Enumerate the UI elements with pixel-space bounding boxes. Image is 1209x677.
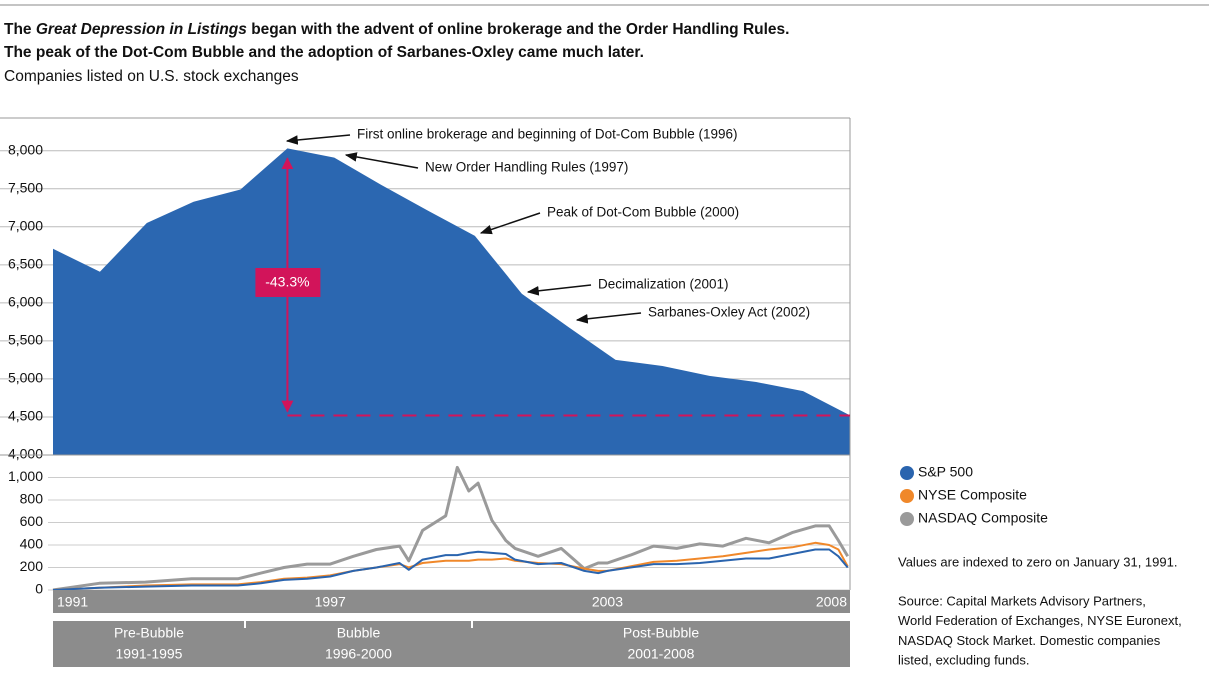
period-years: 2001-2008 bbox=[628, 646, 695, 662]
annotation: Peak of Dot-Com Bubble (2000) bbox=[547, 205, 739, 220]
legend-label: NASDAQ Composite bbox=[918, 510, 1048, 526]
chart-title: The peak of the Dot-Com Bubble and the a… bbox=[4, 44, 644, 61]
y-tick-label: 7,500 bbox=[8, 179, 43, 195]
legend-marker bbox=[900, 466, 914, 480]
y-tick-label: 4,000 bbox=[8, 446, 43, 462]
annotation-arrow bbox=[479, 212, 541, 235]
y-tick-label: 5,000 bbox=[8, 370, 43, 386]
period-name: Bubble bbox=[337, 625, 381, 641]
title-part: The peak of the Dot-Com Bubble and the a… bbox=[4, 44, 644, 61]
annotation: New Order Handling Rules (1997) bbox=[425, 160, 628, 175]
y-tick-label: 400 bbox=[20, 536, 44, 552]
y-tick-label: 4,500 bbox=[8, 408, 43, 424]
period-name: Post-Bubble bbox=[623, 625, 699, 641]
period-years: 1991-1995 bbox=[116, 646, 183, 662]
y-tick-label: 0 bbox=[35, 581, 43, 597]
y-tick-label: 6,500 bbox=[8, 256, 43, 272]
y-tick-label: 5,500 bbox=[8, 332, 43, 348]
period-years: 1996-2000 bbox=[325, 646, 392, 662]
title-part: began with the advent of online brokerag… bbox=[247, 21, 790, 38]
annotation-arrow bbox=[285, 134, 351, 145]
x-tick-label: 2008 bbox=[816, 594, 847, 610]
annotation-arrow bbox=[575, 312, 642, 324]
x-tick-label: 1997 bbox=[315, 594, 346, 610]
source: listed, excluding funds. bbox=[898, 653, 1030, 668]
source: Source: Capital Markets Advisory Partner… bbox=[898, 593, 1146, 608]
period-band bbox=[53, 621, 850, 667]
legend-label: NYSE Composite bbox=[918, 487, 1027, 503]
period-name: Pre-Bubble bbox=[114, 625, 184, 641]
note: Values are indexed to zero on January 31… bbox=[898, 554, 1177, 569]
y-tick-label: 600 bbox=[20, 513, 44, 529]
legend-label: S&P 500 bbox=[918, 464, 973, 480]
y-tick-label: 800 bbox=[20, 491, 44, 507]
series-line bbox=[52, 548, 849, 591]
x-tick-label: 1991 bbox=[57, 594, 88, 610]
annotation: Sarbanes-Oxley Act (2002) bbox=[648, 305, 810, 320]
y-tick-label: 7,000 bbox=[8, 217, 43, 233]
legend-marker bbox=[900, 489, 914, 503]
x-tick-label: 2003 bbox=[592, 594, 623, 610]
source: World Federation of Exchanges, NYSE Euro… bbox=[898, 613, 1182, 628]
chart-subtitle: Companies listed on U.S. stock exchanges bbox=[4, 68, 299, 85]
series-line bbox=[52, 465, 849, 592]
y-tick-label: 200 bbox=[20, 558, 44, 574]
y-tick-label: 6,000 bbox=[8, 294, 43, 310]
area bbox=[53, 148, 850, 455]
annotation-arrow bbox=[526, 284, 592, 296]
series-line bbox=[52, 541, 849, 591]
legend-marker bbox=[900, 512, 914, 526]
chart-title: The Great Depression in Listings began w… bbox=[4, 21, 789, 38]
change-label: -43.3% bbox=[265, 274, 309, 290]
y-tick-label: 8,000 bbox=[8, 141, 43, 157]
source: NASDAQ Stock Market. Domestic companies bbox=[898, 633, 1161, 648]
title-part: The bbox=[4, 21, 36, 38]
annotation: Decimalization (2001) bbox=[598, 277, 729, 292]
change-box bbox=[255, 268, 321, 297]
annotation: First online brokerage and beginning of … bbox=[357, 127, 737, 142]
y-tick-label: 1,000 bbox=[8, 468, 43, 484]
title-emphasis: Great Depression in Listings bbox=[36, 21, 247, 38]
x-axis-band bbox=[53, 590, 850, 613]
annotation-arrow bbox=[344, 152, 419, 169]
